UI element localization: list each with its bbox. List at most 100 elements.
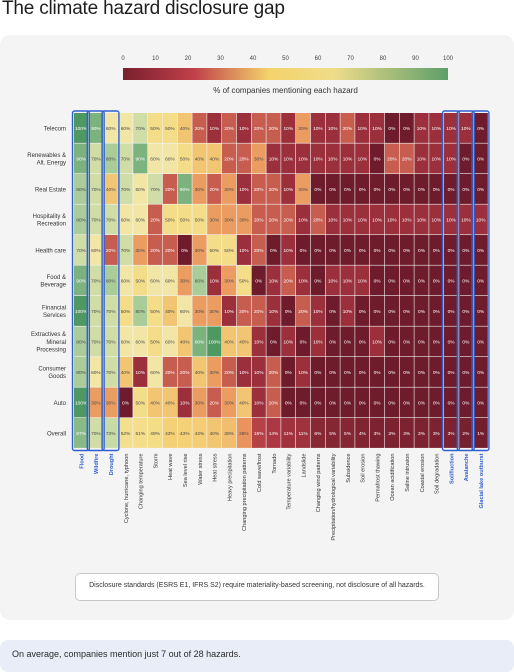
- heatmap-cell: [355, 204, 370, 235]
- heatmap-cell: [118, 204, 133, 235]
- cell-value-label: 10%: [431, 218, 441, 224]
- heatmap-cell: [162, 265, 177, 296]
- heatmap-cell: [340, 143, 355, 174]
- heatmap-cell: [444, 387, 459, 418]
- cell-value-label: 0%: [255, 279, 263, 285]
- heatmap-cell: [148, 235, 163, 265]
- heatmap-cell: [399, 387, 414, 418]
- cell-value-label: 30%: [298, 187, 308, 193]
- cell-value-label: 40%: [165, 401, 175, 407]
- cell-value-label: 0%: [418, 401, 426, 407]
- cell-value-label: 0%: [344, 401, 352, 407]
- heatmap-cell: [118, 143, 133, 174]
- cell-value-label: 60%: [135, 218, 145, 224]
- row-label: Consumer Goods: [38, 366, 66, 380]
- heatmap-cell: [74, 418, 89, 448]
- heatmap-cell: [340, 387, 355, 418]
- heatmap-cell: [414, 387, 429, 418]
- heatmap-cell: [296, 235, 311, 265]
- column-label: Cyclone, hurricane, typhoon: [124, 454, 130, 524]
- cell-value-label: 4%: [359, 431, 367, 437]
- heatmap-cell: [355, 235, 370, 265]
- heatmap-cell: [103, 174, 118, 204]
- heatmap-cell: [444, 418, 459, 448]
- cell-value-label: 10%: [298, 370, 308, 376]
- cell-value-label: 20%: [283, 279, 293, 285]
- cell-value-label: 30%: [195, 309, 205, 315]
- cell-value-label: 40%: [180, 126, 190, 132]
- heatmap-cell: [296, 204, 311, 235]
- heatmap-cell: [414, 296, 429, 326]
- cell-value-label: 5%: [329, 431, 337, 437]
- heatmap-cell: [118, 235, 133, 265]
- column-label: Water stress: [198, 453, 204, 484]
- cell-value-label: 10%: [343, 309, 353, 315]
- cell-value-label: 0%: [314, 401, 322, 407]
- heatmap-cell: [148, 265, 163, 296]
- heatmap-cell: [236, 387, 251, 418]
- heatmap-cell: [88, 357, 103, 387]
- cell-value-label: 0%: [448, 187, 456, 193]
- cell-value-label: 50%: [165, 126, 175, 132]
- cell-value-label: 10%: [343, 279, 353, 285]
- heatmap-cell: [370, 326, 385, 357]
- cell-value-label: 0%: [418, 309, 426, 315]
- cell-value-label: 3%: [448, 431, 456, 437]
- heatmap-cell: [325, 357, 340, 387]
- heatmap-chart: 0 10 20 30 40 50 60 70 80 90 100 % of companies men…: [27, 56, 490, 541]
- row-label: Extractives & Mineral Processing: [31, 332, 66, 353]
- cell-value-label: 30%: [135, 248, 145, 254]
- cell-value-label: 20%: [209, 187, 219, 193]
- cell-value-label: 90%: [135, 157, 145, 163]
- heatmap-cell: [340, 265, 355, 296]
- cell-value-label: 20%: [343, 126, 353, 132]
- heatmap-cell: [458, 326, 473, 357]
- cell-value-label: 0%: [462, 401, 470, 407]
- heatmap-cell: [266, 357, 281, 387]
- cell-value-label: 60%: [121, 340, 131, 346]
- cell-value-label: 0%: [344, 370, 352, 376]
- cell-value-label: 10%: [446, 157, 456, 163]
- cell-value-label: 20%: [254, 309, 264, 315]
- summary-footer-text: On average, companies mention just 7 out…: [12, 649, 241, 659]
- heatmap-cell: [370, 418, 385, 448]
- heatmap-cell: [222, 326, 237, 357]
- colorbar-tick-label: 50: [282, 56, 289, 62]
- heatmap-cell: [325, 204, 340, 235]
- heatmap-cell: [414, 174, 429, 204]
- heatmap-cell: [251, 235, 266, 265]
- heatmap-cell: [325, 387, 340, 418]
- column-label: Wildfire: [94, 454, 100, 474]
- heatmap-cell: [177, 296, 192, 326]
- heatmap-cell: [458, 265, 473, 296]
- heatmap-cell: [222, 235, 237, 265]
- cell-value-label: 70%: [91, 340, 101, 346]
- column-label: Precipitation/hydrological variability: [331, 453, 337, 540]
- heatmap-cell: [118, 326, 133, 357]
- heatmap-cell: [251, 143, 266, 174]
- heatmap-cell: [251, 113, 266, 143]
- cell-value-label: 30%: [195, 248, 205, 254]
- cell-value-label: 10%: [343, 157, 353, 163]
- heatmap-cell: [103, 357, 118, 387]
- cell-value-label: 40%: [209, 431, 219, 437]
- cell-value-label: 80%: [195, 279, 205, 285]
- cell-value-label: 0%: [300, 340, 308, 346]
- heatmap-cell: [444, 204, 459, 235]
- cell-value-label: 10%: [328, 157, 338, 163]
- cell-value-label: 10%: [372, 340, 382, 346]
- heatmap-cell: [310, 357, 325, 387]
- heatmap-cell: [444, 265, 459, 296]
- cell-value-label: 10%: [283, 126, 293, 132]
- cell-value-label: 0%: [270, 340, 278, 346]
- cell-value-label: 2%: [462, 431, 470, 437]
- cell-value-label: 0%: [300, 248, 308, 254]
- cell-value-label: 0%: [403, 126, 411, 132]
- cell-value-label: 70%: [135, 126, 145, 132]
- cell-value-label: 0%: [418, 279, 426, 285]
- cell-value-label: 0%: [462, 370, 470, 376]
- heatmap-cell: [192, 204, 207, 235]
- heatmap-cell: [222, 418, 237, 448]
- heatmap-cell: [222, 265, 237, 296]
- cell-value-label: 10%: [239, 370, 249, 376]
